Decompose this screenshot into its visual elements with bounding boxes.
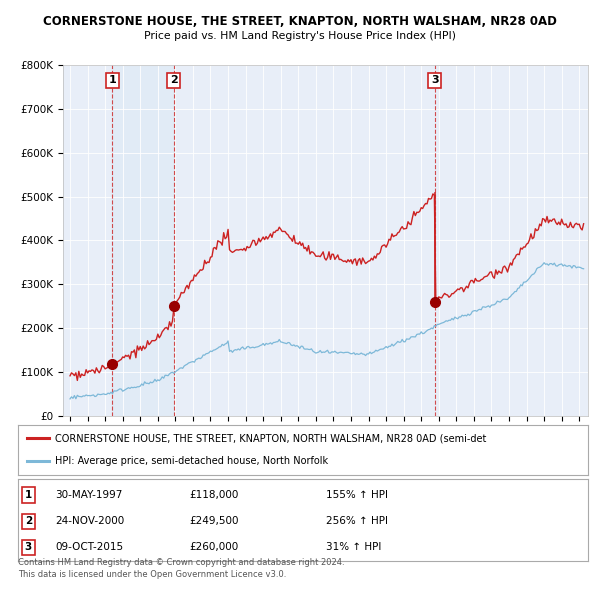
Text: 2: 2	[25, 516, 32, 526]
Text: Price paid vs. HM Land Registry's House Price Index (HPI): Price paid vs. HM Land Registry's House …	[144, 31, 456, 41]
Text: £260,000: £260,000	[189, 542, 238, 552]
Text: £118,000: £118,000	[189, 490, 238, 500]
Text: 2: 2	[170, 76, 178, 86]
Text: 30-MAY-1997: 30-MAY-1997	[55, 490, 122, 500]
Text: This data is licensed under the Open Government Licence v3.0.: This data is licensed under the Open Gov…	[18, 570, 286, 579]
Text: 3: 3	[25, 542, 32, 552]
Text: 31% ↑ HPI: 31% ↑ HPI	[326, 542, 381, 552]
Text: 09-OCT-2015: 09-OCT-2015	[55, 542, 123, 552]
Text: CORNERSTONE HOUSE, THE STREET, KNAPTON, NORTH WALSHAM, NR28 0AD (semi-det: CORNERSTONE HOUSE, THE STREET, KNAPTON, …	[55, 433, 487, 443]
Text: HPI: Average price, semi-detached house, North Norfolk: HPI: Average price, semi-detached house,…	[55, 457, 328, 467]
Bar	[112, 65, 173, 416]
Text: 1: 1	[25, 490, 32, 500]
Text: 155% ↑ HPI: 155% ↑ HPI	[326, 490, 388, 500]
Text: CORNERSTONE HOUSE, THE STREET, KNAPTON, NORTH WALSHAM, NR28 0AD: CORNERSTONE HOUSE, THE STREET, KNAPTON, …	[43, 15, 557, 28]
Text: 3: 3	[431, 76, 439, 86]
Text: 256% ↑ HPI: 256% ↑ HPI	[326, 516, 388, 526]
Text: Contains HM Land Registry data © Crown copyright and database right 2024.: Contains HM Land Registry data © Crown c…	[18, 558, 344, 567]
Text: 24-NOV-2000: 24-NOV-2000	[55, 516, 124, 526]
Text: 1: 1	[109, 76, 116, 86]
Text: £249,500: £249,500	[189, 516, 239, 526]
